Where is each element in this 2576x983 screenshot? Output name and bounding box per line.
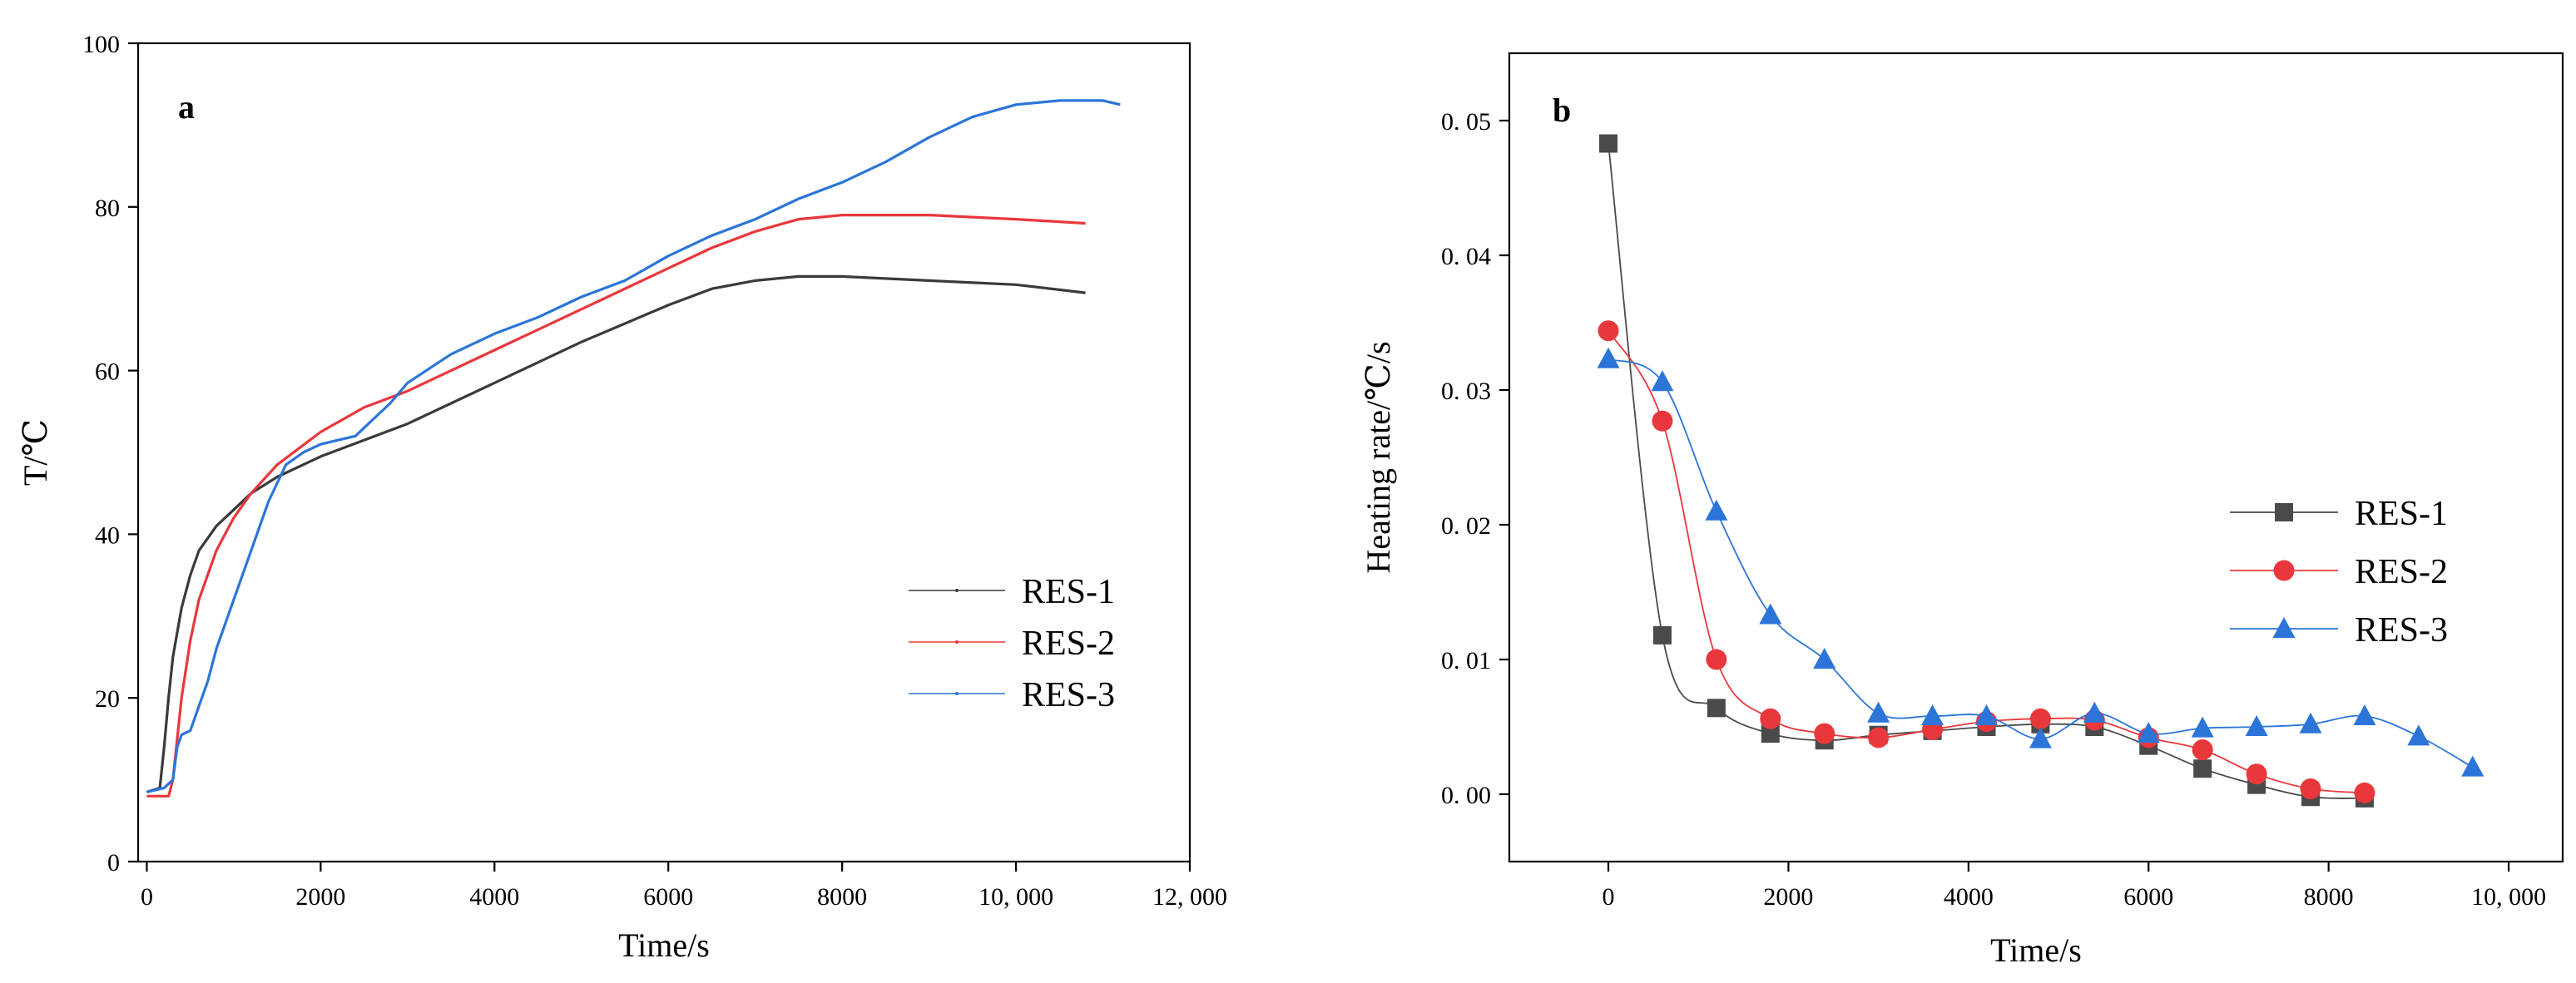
data-point-res-3 [1974,704,1998,726]
data-point-res-2 [1652,410,1673,432]
data-point-res-3 [2461,755,2484,777]
y-axis-label: T/℃ [17,419,54,486]
y-tick-label: 0 [107,849,120,877]
data-point-res-1 [1707,699,1726,718]
chart-panel-a: 0 2000 4000 6000 8000 10, 000 12, 000 0 20 40 60 80… [17,31,1227,964]
y-tick-label: 0. 01 [1441,647,1491,674]
series-line-res-3 [146,99,1121,793]
data-point-res-2 [1868,727,1890,748]
y-tick-label: 60 [95,358,120,386]
legend-marker-res-3 [2272,617,2296,638]
y-tick-label: 0. 04 [1441,243,1491,270]
panel-label: a [178,88,195,126]
x-tick-label: 0 [1603,883,1615,911]
legend-marker-res-2 [955,640,959,644]
y-tick-label: 0. 03 [1441,378,1491,405]
data-point-res-3 [2407,724,2430,746]
series-line-res-2 [146,214,1086,798]
data-point-res-3 [2029,727,2052,748]
data-point-res-2 [1706,649,1727,670]
x-tick-label: 0 [141,883,153,911]
data-point-res-3 [1921,704,1944,726]
y-tick-label: 100 [82,31,120,58]
x-tick-label: 4000 [469,883,519,911]
data-point-res-3 [2191,716,2214,738]
series-line-res-3 [1608,358,2474,768]
data-point-res-2 [2300,778,2321,800]
legend-label-res-3: RES-3 [1022,676,1115,714]
plot-frame [1508,52,2564,863]
x-tick-label: 10, 000 [2471,883,2546,911]
x-tick-label: 6000 [2123,883,2173,911]
x-axis-label: Time/s [1990,931,2082,969]
x-tick-label: 12, 000 [1152,883,1227,911]
data-point-res-2 [1814,723,1835,744]
data-point-res-2 [1760,708,1781,729]
data-point-res-3 [2353,704,2376,726]
x-tick-label: 4000 [1944,883,1994,911]
legend-marker-res-1 [2275,503,2293,521]
y-tick-label: 0. 05 [1441,108,1491,136]
y-tick-label: 20 [95,685,120,713]
y-tick-label: 0. 02 [1441,512,1491,540]
data-point-res-1 [1761,724,1780,743]
x-tick-label: 8000 [2304,883,2354,911]
data-point-res-2 [2246,763,2267,785]
data-point-res-3 [1651,370,1674,392]
data-point-res-3 [1867,701,1890,723]
data-point-res-3 [2083,701,2106,723]
y-axis-label: Heating rate/℃/s [1360,341,1397,573]
legend-label-res-3: RES-3 [2355,611,2448,650]
x-axis-label: Time/s [618,926,710,964]
data-point-res-3 [1705,499,1728,521]
data-point-res-1 [1652,625,1672,645]
plot-frame [136,42,1191,863]
data-point-res-3 [2137,722,2160,743]
data-point-res-2 [1598,320,1619,342]
chart-panel-b: 0 2000 4000 6000 8000 10, 000 0. 00 0. 01 0. 02 0… [1360,52,2564,969]
data-point-res-3 [2245,715,2268,736]
data-point-res-2 [2029,708,2051,729]
data-point-res-3 [1813,648,1836,669]
legend-label-res-1: RES-1 [1022,573,1115,611]
legend-label-res-2: RES-2 [2355,553,2448,591]
legend-marker-res-3 [955,692,959,695]
y-tick-label: 0. 00 [1441,782,1491,809]
x-tick-label: 2000 [295,883,345,911]
legend-label-res-1: RES-1 [2355,495,2448,533]
x-tick-label: 6000 [643,883,693,911]
y-tick-label: 80 [95,195,120,222]
data-point-res-2 [2354,782,2375,803]
x-tick-label: 10, 000 [978,883,1053,911]
data-point-res-1 [1599,134,1618,153]
data-point-res-1 [2193,759,2212,778]
x-tick-label: 2000 [1763,883,1813,911]
data-point-res-2 [2192,739,2213,761]
x-tick-label: 8000 [817,883,867,911]
legend-marker-res-1 [955,589,959,592]
legend-label-res-2: RES-2 [1022,625,1115,663]
data-point-res-3 [1759,603,1782,625]
series-line-res-2 [1608,330,2365,794]
data-point-res-3 [2299,712,2322,734]
panel-label: b [1553,91,1571,129]
data-point-res-3 [1597,347,1620,368]
legend-marker-res-2 [2273,560,2295,581]
y-tick-label: 40 [95,521,120,549]
series-line-res-1 [146,274,1086,793]
